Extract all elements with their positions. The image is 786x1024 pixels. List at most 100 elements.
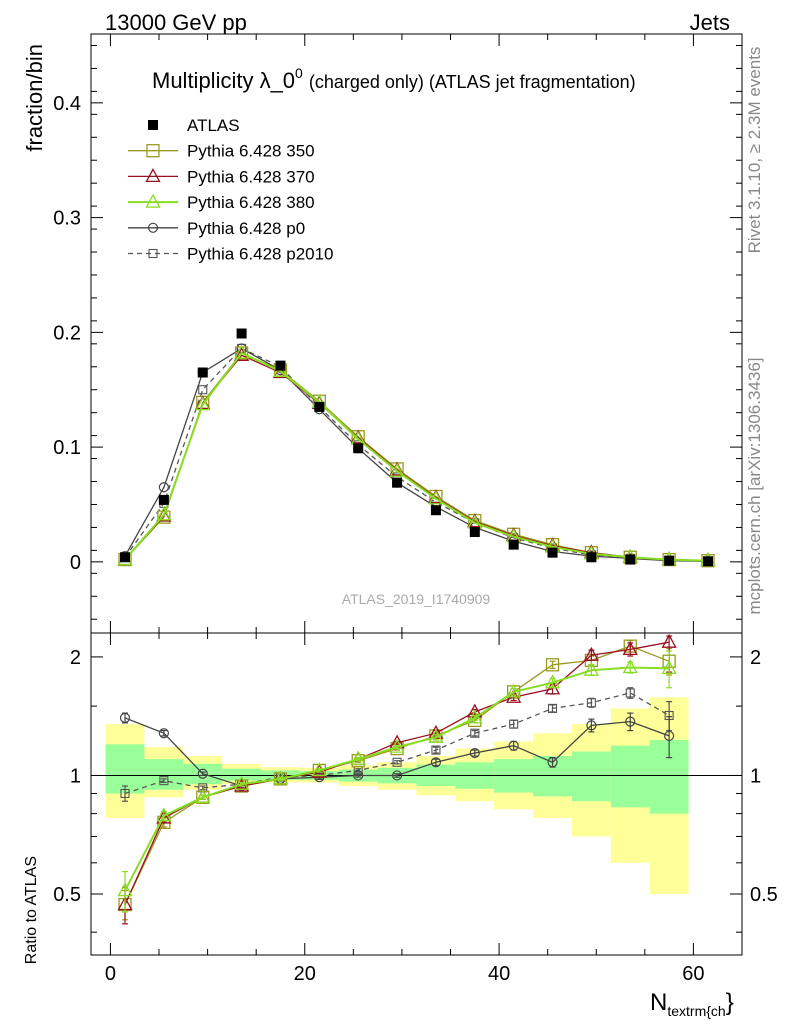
ratio-xtick-label: 60 [682,963,704,985]
ratio-point [583,661,599,676]
main-series-line [124,354,709,562]
legend-label: Pythia 6.428 p2010 [187,245,334,264]
main-point [469,527,480,538]
main-point [120,552,131,563]
ratio-point [625,716,636,727]
main-point [197,367,208,378]
ratio-xtick-label: 20 [294,963,316,985]
ratio-point [506,683,522,698]
ratio-panel: 0.5 0.51 12 20 20 40 60 Ratio to ATLAS Ntextrm… [23,632,778,1019]
header-left-label: 13000 GeV pp [105,10,247,35]
ratio-point [391,770,403,781]
ratio-ytick-label-right: 2 [750,647,761,669]
legend-marker [148,248,158,259]
main-series-line [124,352,709,562]
ratio-point [661,660,677,675]
ratio-xlabel: Ntextrm{ch} [650,989,734,1019]
main-point [275,360,286,371]
ratio-point [661,633,677,648]
ratio-point [544,674,561,689]
ratio-point [622,659,638,674]
main-point [198,385,208,395]
ratio-point [547,757,558,768]
ratio-point [470,728,480,738]
ratio-point [508,740,519,751]
main-series-line [124,347,709,562]
ratio-xtick-label: 40 [488,963,510,985]
legend-marker [146,144,160,158]
main-point [314,401,325,412]
ratio-point [431,745,441,755]
main-ytick-label: 0.1 [53,437,81,459]
main-point [586,552,597,563]
main-point [702,556,713,567]
ratio-point [159,776,169,786]
ratio-point [547,703,558,713]
watermark-label: ATLAS_2019_I1740909 [342,591,491,607]
ratio-point [428,728,444,743]
main-point [234,344,250,359]
ratio-band-inner [222,768,262,781]
main-point [547,547,558,558]
main-point [158,482,169,493]
main-ytick-label: 0.2 [53,322,81,344]
ratio-point [195,788,211,803]
ratio-point [119,712,131,724]
main-title-main: Multiplicity λ_0 [152,68,295,93]
legend-label: Pythia 6.428 p0 [187,219,305,238]
main-title: Multiplicity λ_00 (charged only) (ATLAS j… [152,65,636,93]
ratio-point [197,768,208,779]
ratio-point [467,709,483,724]
main-point [195,396,211,411]
ratio-ytick-label: 1 [70,765,81,787]
ratio-band-inner [571,751,611,802]
main-panel: 0 0.1 0.2 0.3 0.4 fraction/bin Multiplicity … [22,33,743,634]
main-point [353,443,364,454]
ratio-point [120,788,130,799]
ratio-point [586,698,596,708]
main-title-rest: (charged only) (ATLAS jet fragmentation) [309,72,636,92]
ratio-ylabel: Ratio to ATLAS [23,856,40,964]
ratio-point [158,728,169,739]
ratio-point [311,762,327,777]
ratio-band-inner [610,745,650,808]
ratio-xtick-label: 0 [105,963,116,985]
legend-label: Pythia 6.428 380 [187,193,315,212]
ratio-point [625,688,635,698]
legend-label: Pythia 6.428 350 [187,142,315,161]
legend-marker [145,193,161,208]
main-point [508,539,519,550]
main-series-line [124,347,709,562]
main-point [156,506,172,521]
ratio-point [586,720,597,731]
ratio-point [156,807,172,822]
main-point [392,477,403,488]
ratio-point [392,757,402,767]
ratio-band-inner [105,744,145,794]
main-point [158,494,169,505]
main-point [428,490,444,505]
ratio-point [545,658,560,672]
ratio-point [509,719,519,729]
main-point [236,328,247,339]
ratio-panel-frame [90,632,743,956]
side-label-rivet: Rivet 3.1.10, ≥ 2.3M events [745,47,764,254]
main-ytick-label: 0.3 [53,208,81,230]
ratio-point [583,646,599,661]
main-point [389,462,405,477]
ratio-point [156,809,172,824]
ratio-point [117,882,133,897]
ratio-point [469,747,480,759]
legend-marker [148,120,158,130]
main-ylabel: fraction/bin [22,44,47,152]
legend-marker [145,168,161,183]
ratio-ytick-label-right: 0.5 [750,884,778,906]
header-right-label: Jets [690,10,730,35]
ratio-xlabel-main: N [650,989,667,1016]
ratio-point [272,770,289,785]
ratio-point [389,738,405,753]
legend: ATLAS Pythia 6.428 350 Pythia 6.428 370 Pyt… [128,116,334,264]
main-point [625,554,636,565]
main-point [157,510,171,524]
